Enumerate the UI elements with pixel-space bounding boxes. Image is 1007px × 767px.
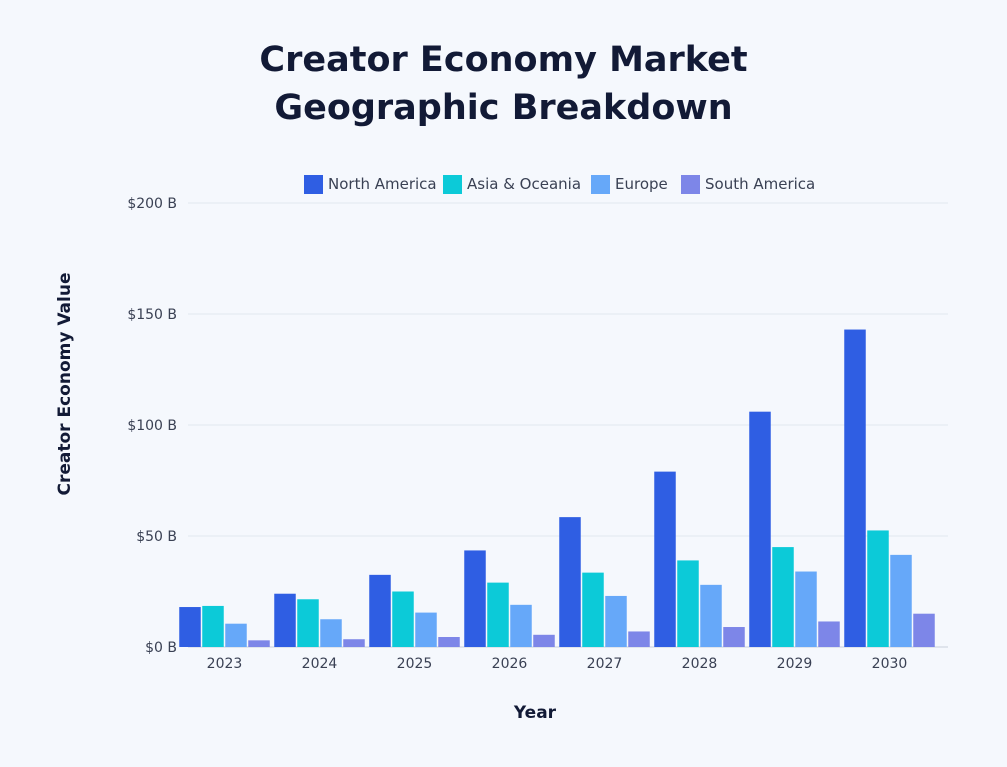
- chart-title-line-1: Creator Economy Market: [259, 40, 748, 80]
- legend-label-asia-oceania: Asia & Oceania: [467, 175, 581, 193]
- x-tick-label: 2024: [302, 656, 338, 672]
- x-tick-label: 2023: [207, 656, 243, 672]
- bar-asia-oceania-2029: [772, 547, 794, 647]
- bar-europe-2023: [225, 623, 247, 647]
- x-axis-ticks: 2023 2024 2025 2026 2027 2028 2029 2030: [207, 656, 908, 672]
- bar-north-america-2023: [179, 607, 201, 647]
- legend-swatch-asia-oceania: [443, 175, 462, 194]
- bar-north-america-2028: [654, 471, 676, 647]
- legend: North America Asia & Oceania Europe South A…: [304, 175, 815, 194]
- bar-europe-2029: [795, 571, 817, 647]
- legend-label-south-america: South America: [705, 175, 815, 193]
- x-tick-label: 2025: [397, 656, 433, 672]
- bar-south-america-2027: [628, 631, 650, 647]
- bar-south-america-2028: [723, 627, 745, 647]
- legend-swatch-north-america: [304, 175, 323, 194]
- bar-north-america-2025: [369, 574, 391, 647]
- legend-label-europe: Europe: [615, 175, 668, 193]
- bar-south-america-2029: [818, 621, 840, 647]
- bar-north-america-2024: [274, 593, 296, 647]
- bar-south-america-2024: [343, 639, 365, 647]
- bar-asia-oceania-2027: [582, 572, 604, 647]
- bar-south-america-2030: [913, 613, 935, 647]
- bar-europe-2028: [700, 584, 722, 647]
- legend-swatch-europe: [591, 175, 610, 194]
- bar-south-america-2023: [248, 640, 270, 647]
- bar-asia-oceania-2025: [392, 591, 414, 647]
- bar-asia-oceania-2030: [867, 530, 889, 647]
- bar-europe-2030: [890, 554, 912, 647]
- chart-title: Creator Economy Market Geographic Breakd…: [0, 36, 1007, 132]
- y-tick-label: $0 B: [145, 640, 177, 656]
- legend-swatch-south-america: [681, 175, 700, 194]
- bar-asia-oceania-2028: [677, 560, 699, 647]
- bar-north-america-2027: [559, 517, 581, 647]
- bar-asia-oceania-2023: [202, 605, 224, 647]
- bar-south-america-2026: [533, 634, 555, 647]
- bar-north-america-2026: [464, 550, 486, 647]
- y-tick-label: $100 B: [127, 418, 177, 434]
- bar-south-america-2025: [438, 637, 460, 647]
- legend-label-north-america: North America: [328, 175, 437, 193]
- bar-asia-oceania-2024: [297, 599, 319, 647]
- y-tick-label: $150 B: [127, 307, 177, 323]
- bar-north-america-2029: [749, 411, 771, 647]
- x-tick-label: 2029: [777, 656, 813, 672]
- x-tick-label: 2028: [682, 656, 718, 672]
- bar-europe-2026: [510, 604, 532, 647]
- bar-europe-2025: [415, 612, 437, 647]
- x-axis-title: Year: [513, 703, 557, 723]
- bar-north-america-2030: [844, 329, 866, 647]
- bars: [179, 329, 935, 647]
- x-tick-label: 2030: [872, 656, 908, 672]
- y-tick-label: $200 B: [127, 196, 177, 212]
- chart-title-line-2: Geographic Breakdown: [274, 88, 733, 128]
- y-axis-title: Creator Economy Value: [55, 273, 75, 496]
- y-tick-label: $50 B: [136, 529, 177, 545]
- y-axis-ticks: $0 B $50 B $100 B $150 B $200 B: [127, 196, 177, 656]
- x-tick-label: 2026: [492, 656, 528, 672]
- x-tick-label: 2027: [587, 656, 623, 672]
- bar-asia-oceania-2026: [487, 582, 509, 647]
- bar-europe-2027: [605, 595, 627, 647]
- bar-europe-2024: [320, 619, 342, 647]
